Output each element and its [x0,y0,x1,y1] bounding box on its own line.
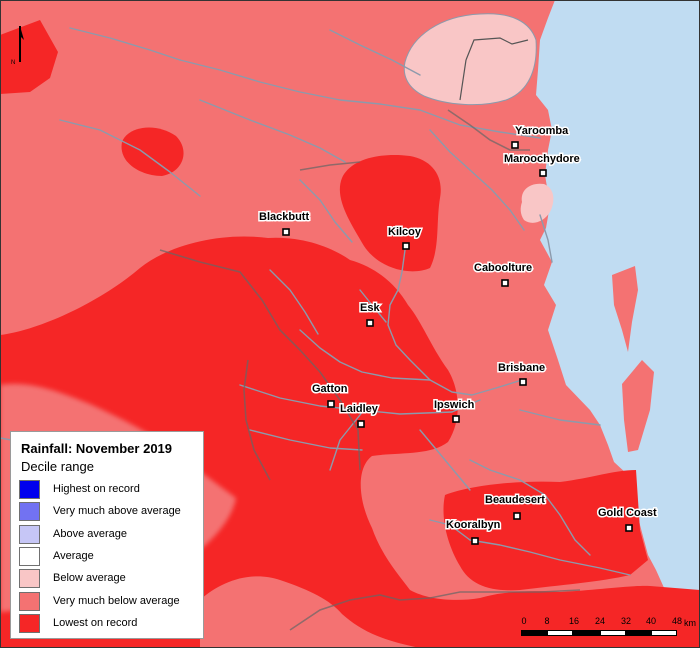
north-arrow-label: N [11,60,15,66]
town-label: Ipswich [434,399,475,411]
legend-item-very-much-above-average: Very much above average [19,502,203,522]
legend-swatch [19,547,40,566]
town-label: Gold Coast [598,507,657,519]
town-esk[interactable]: Esk [359,301,382,327]
scale-bar-segment [573,630,600,636]
legend-item-highest-on-record: Highest on record [19,480,203,500]
town-brisbane[interactable]: Brisbane [497,361,547,386]
legend-swatch [19,502,40,521]
scale-tick-label: 32 [620,616,632,626]
legend-label: Above average [53,528,127,540]
town-label: Caboolture [474,262,532,274]
town-label: Laidley [340,403,379,415]
river-network [0,27,631,576]
scale-tick-label: 16 [568,616,580,626]
scale-bar-segment [651,630,677,636]
legend-swatch [19,480,40,499]
town-ipswich[interactable]: Ipswich [433,398,476,423]
scale-bar-segment [547,630,573,636]
town-label: Esk [360,302,380,314]
legend-label: Highest on record [53,483,140,495]
region-below-average-north [403,13,537,106]
scale-tick-label: 48 [671,616,683,626]
legend-item-above-average: Above average [19,525,203,545]
legend-item-lowest-on-record: Lowest on record [19,614,203,634]
scale-bar-segment [626,630,651,636]
town-label: Gatton [312,383,348,395]
scale-bar-segment [521,630,547,636]
town-label: Kilcoy [388,226,422,238]
town-blackbutt[interactable]: Blackbutt [258,210,311,236]
island-moreton [612,266,638,352]
town-label: Kooralbyn [446,519,501,531]
legend-title: Rainfall: November 2019 [21,441,173,456]
scale-tick-label: 8 [544,616,550,626]
town-maroochydore[interactable]: Maroochydore [503,152,581,177]
scale-tick-label: 0 [521,616,527,626]
town-label: Beaudesert [485,494,545,506]
town-beaudesert[interactable]: Beaudesert [484,493,547,520]
legend-label: Lowest on record [53,617,138,629]
legend-item-very-much-below-average: Very much below average [19,592,203,612]
town-label: Brisbane [498,362,545,374]
scale-bar: 0 8 16 24 32 40 48 km [516,616,700,644]
town-yaroomba[interactable]: Yaroomba [511,124,571,149]
town-caboolture[interactable]: Caboolture [473,261,534,287]
town-label: Yaroomba [515,125,569,137]
town-gatton[interactable]: Gatton [311,382,349,408]
legend-label: Below average [53,572,126,584]
town-gold-coast[interactable]: Gold Coast [597,506,659,532]
scale-unit-label: km [684,618,696,628]
town-kilcoy[interactable]: Kilcoy [387,225,423,250]
boundary-lines [159,109,581,631]
legend-swatch [19,614,40,633]
legend-subtitle: Decile range [21,459,94,474]
region-below-average-maroochydore [520,183,554,223]
scale-tick-label: 40 [645,616,657,626]
north-arrow: N [11,26,24,66]
region-very-much-below-average-south [200,576,420,648]
legend-item-below-average: Below average [19,569,203,589]
legend-label: Average [53,550,94,562]
legend-swatch [19,525,40,544]
town-label: Blackbutt [259,211,309,223]
scale-bar-segment [600,630,626,636]
legend-label: Very much above average [53,505,181,517]
legend-swatch [19,569,40,588]
town-label: Maroochydore [504,153,580,165]
town-kooralbyn[interactable]: Kooralbyn [445,518,502,545]
legend-label: Very much below average [53,595,180,607]
boundary-north-patch [459,37,529,101]
legend-swatch [19,592,40,611]
legend-item-average: Average [19,547,203,567]
scale-tick-label: 24 [594,616,606,626]
map-legend: Rainfall: November 2019 Decile range Hig… [10,431,204,639]
island-stradbroke [622,360,654,452]
town-markers: Yaroomba Maroochydore Blackbutt Kilcoy C… [258,124,659,545]
town-laidley[interactable]: Laidley [339,402,380,428]
